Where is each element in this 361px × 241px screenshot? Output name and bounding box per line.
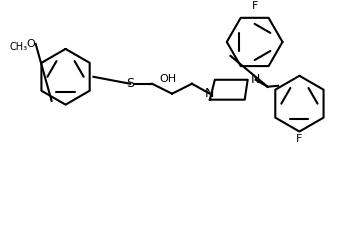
Text: F: F bbox=[252, 1, 258, 11]
Text: N: N bbox=[205, 87, 214, 100]
Text: F: F bbox=[296, 134, 303, 145]
Text: O: O bbox=[26, 39, 35, 49]
Text: OH: OH bbox=[160, 74, 177, 84]
Text: CH₃: CH₃ bbox=[10, 42, 28, 52]
Text: S: S bbox=[126, 77, 134, 90]
Text: N: N bbox=[251, 73, 260, 86]
